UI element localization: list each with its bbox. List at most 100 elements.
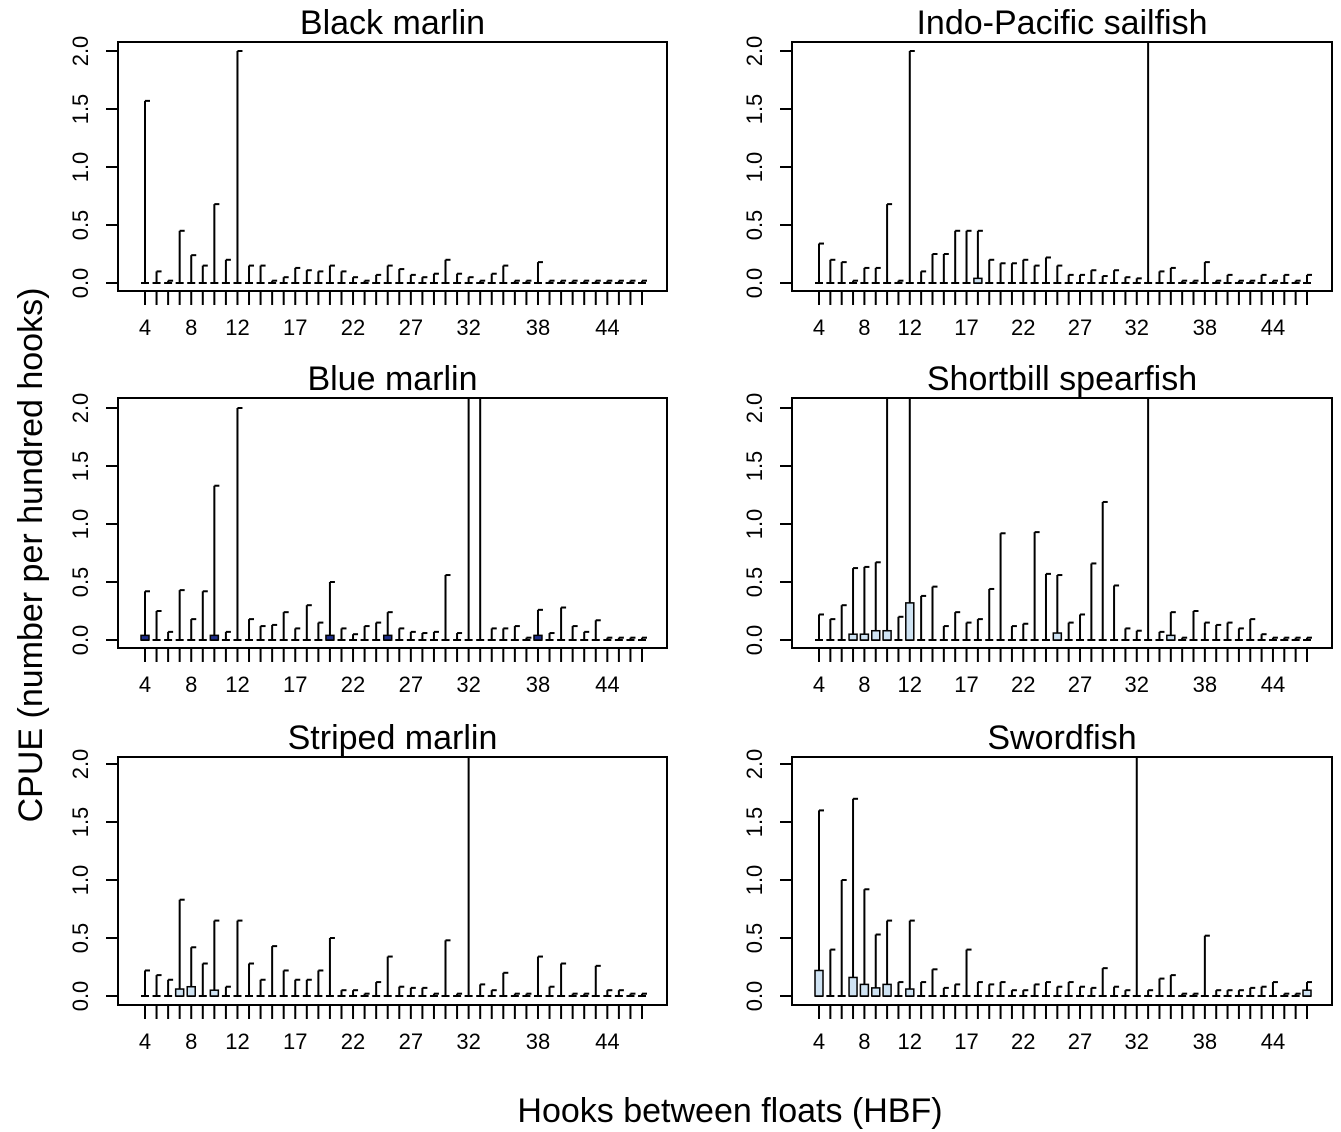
- x-tick-label: 38: [526, 1029, 550, 1054]
- y-tick-label: 0.5: [68, 567, 93, 598]
- y-tick-label: 1.0: [68, 865, 93, 896]
- x-tick-label: 22: [1011, 1029, 1035, 1054]
- y-tick-label: 0.0: [68, 268, 93, 299]
- y-tick-label: 1.5: [742, 807, 767, 838]
- x-tick-label: 17: [954, 1029, 978, 1054]
- box: [1302, 989, 1312, 997]
- panel-title: Swordfish: [987, 719, 1136, 757]
- box: [814, 969, 824, 997]
- box: [1052, 632, 1063, 641]
- box: [186, 985, 196, 997]
- box: [848, 976, 858, 997]
- panel-indo-pacific-sailfish: Indo-Pacific sailfish 0.0 0.5 1.0 1.5 2.0 4 8 12…: [742, 4, 1333, 340]
- y-tick-label: 1.0: [68, 509, 93, 540]
- y-axis-label: CPUE (number per hundred hooks): [12, 288, 50, 823]
- y-tick-label: 0.5: [742, 923, 767, 954]
- x-tick-label: 12: [898, 1029, 922, 1054]
- y-tick-label: 1.5: [742, 94, 767, 125]
- y-tick-label: 2.0: [742, 36, 767, 67]
- y-tick-label: 0.5: [68, 923, 93, 954]
- plot-frame: [117, 756, 668, 1006]
- box: [870, 987, 881, 997]
- plot-frame: [791, 756, 1333, 1006]
- boxplot-marks: [815, 398, 1312, 641]
- y-tick-label: 1.0: [742, 509, 767, 540]
- x-tick-label: 27: [1068, 315, 1092, 340]
- x-tick-label: 4: [139, 672, 151, 697]
- y-tick-label: 2.0: [68, 36, 93, 67]
- y-tick-label: 0.0: [742, 268, 767, 299]
- x-tick-label: 8: [185, 672, 197, 697]
- x-tick-label: 12: [225, 315, 249, 340]
- panel-shortbill-spearfish: Shortbill spearfish 0.0 0.5 1.0 1.5 2.0 4 8 12 17…: [742, 360, 1333, 697]
- y-tick-label: 0.5: [68, 210, 93, 241]
- y-tick-label: 0.0: [742, 625, 767, 656]
- box: [174, 988, 185, 997]
- x-tick-label: 4: [139, 1029, 151, 1054]
- y-tick-label: 1.0: [742, 865, 767, 896]
- x-tick-label: 32: [456, 315, 480, 340]
- x-tick-label: 4: [813, 315, 825, 340]
- x-tick-label: 8: [185, 315, 197, 340]
- y-tick-label: 0.0: [68, 625, 93, 656]
- x-tick-label: 4: [139, 315, 151, 340]
- x-tick-label: 12: [898, 315, 922, 340]
- box: [209, 634, 220, 641]
- y-tick-label: 1.5: [68, 451, 93, 482]
- x-tick-label: 27: [1068, 1029, 1092, 1054]
- x-tick-label: 17: [954, 672, 978, 697]
- x-tick-label: 22: [341, 672, 365, 697]
- y-tick-label: 1.0: [68, 152, 93, 183]
- x-tick-label: 32: [1125, 672, 1149, 697]
- x-tick-label: 32: [1125, 315, 1149, 340]
- x-tick-label: 17: [954, 315, 978, 340]
- panel-blue-marlin: Blue marlin 0.0 0.5 1.0 1.5 2.0 4 8 12 17 22 27 32 38…: [68, 360, 668, 697]
- boxplot-marks: [141, 757, 647, 997]
- x-tick-label: 12: [898, 672, 922, 697]
- plot-frame: [791, 41, 1333, 292]
- x-tick-label: 44: [1261, 1029, 1285, 1054]
- x-tick-label: 12: [225, 672, 249, 697]
- plot-frame: [117, 397, 668, 649]
- x-tick-label: 27: [399, 1029, 423, 1054]
- panel-title: Striped marlin: [288, 719, 498, 757]
- x-tick-label: 22: [1011, 672, 1035, 697]
- box: [848, 633, 858, 641]
- x-tick-label: 38: [1193, 672, 1217, 697]
- x-tick-label: 27: [399, 315, 423, 340]
- x-tick-label: 22: [341, 1029, 365, 1054]
- x-tick-label: 32: [456, 672, 480, 697]
- y-tick-label: 2.0: [742, 393, 767, 424]
- panel-swordfish: Swordfish 0.0 0.5 1.0 1.5 2.0 4 8 12 17 22 27 32 38 44: [742, 719, 1333, 1054]
- x-tick-label: 17: [283, 1029, 307, 1054]
- box: [882, 629, 892, 641]
- panel-striped-marlin: Striped marlin 0.0 0.5 1.0 1.5 2.0 4 8 12 17 22 27 3…: [68, 719, 668, 1054]
- x-tick-label: 44: [595, 315, 619, 340]
- box: [1166, 634, 1176, 641]
- box: [905, 602, 915, 641]
- x-tick-label: 38: [526, 672, 550, 697]
- x-tick-label: 44: [595, 672, 619, 697]
- box: [382, 634, 393, 641]
- box: [973, 277, 983, 284]
- y-tick-label: 0.0: [742, 981, 767, 1012]
- box: [209, 989, 220, 997]
- x-tick-label: 27: [1068, 672, 1092, 697]
- panel-title: Indo-Pacific sailfish: [916, 4, 1207, 42]
- y-tick-label: 2.0: [742, 749, 767, 780]
- box: [533, 634, 543, 641]
- y-tick-label: 2.0: [68, 749, 93, 780]
- boxplot-marks: [814, 757, 1312, 997]
- box: [905, 988, 915, 997]
- x-tick-label: 17: [283, 672, 307, 697]
- x-tick-label: 32: [1125, 1029, 1149, 1054]
- x-tick-label: 12: [225, 1029, 249, 1054]
- panel-black-marlin: Black marlin 0.0 0.5 1.0 1.5 2.0 4 8 12 17 22 27 32 3…: [68, 4, 668, 340]
- x-tick-label: 38: [526, 315, 550, 340]
- boxplot-marks: [140, 398, 647, 641]
- y-tick-label: 0.5: [742, 210, 767, 241]
- y-tick-label: 2.0: [68, 393, 93, 424]
- box: [859, 633, 870, 641]
- x-tick-label: 44: [1261, 672, 1285, 697]
